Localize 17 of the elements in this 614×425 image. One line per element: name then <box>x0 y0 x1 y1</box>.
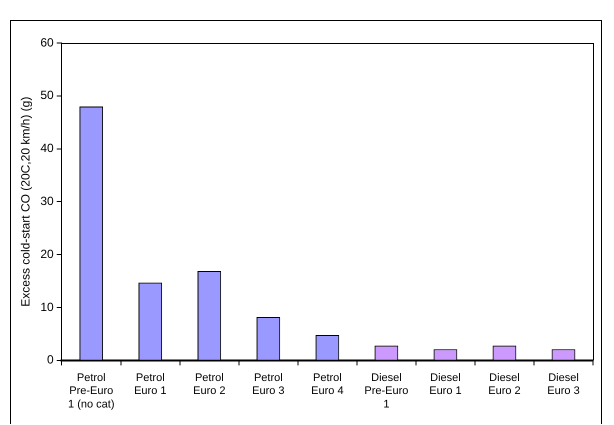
y-tick-label: 10 <box>40 300 54 314</box>
x-tick-label: Petrol Euro 1 <box>134 372 166 398</box>
x-tick-label: Petrol Euro 2 <box>193 372 226 398</box>
y-tick-label: 0 <box>47 352 54 367</box>
x-tick-label: Diesel Pre-Euro 1 <box>364 372 408 410</box>
y-tick-label: 40 <box>40 141 54 156</box>
x-tick-label: Diesel Euro 2 <box>488 372 521 398</box>
y-tick-label: 60 <box>40 35 54 50</box>
y-tick-label: 50 <box>40 88 54 102</box>
y-axis-title: Excess cold-start CO (20C,20 km/h) (g) <box>18 96 33 307</box>
x-tick-label: Petrol Euro 4 <box>311 372 344 398</box>
y-tick-label: 20 <box>40 246 54 261</box>
x-tick-label: Petrol Pre-Euro 1 (no cat) <box>68 372 114 410</box>
x-tick-label: Diesel Euro 3 <box>547 372 580 398</box>
x-tick-label: Petrol Euro 3 <box>252 372 285 398</box>
x-tick-label: Diesel Euro 1 <box>429 372 462 398</box>
y-tick-label: 30 <box>40 194 54 208</box>
